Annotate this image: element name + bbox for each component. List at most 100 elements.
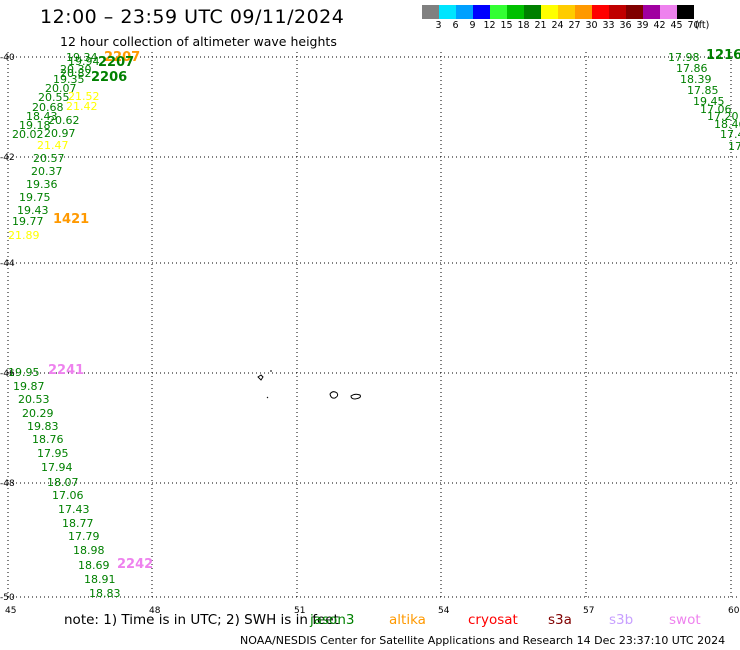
islands bbox=[257, 370, 361, 400]
wave-height-value: 18.76 bbox=[32, 433, 64, 446]
pass-time-label: 2207 bbox=[98, 55, 135, 70]
wave-height-value: 17.98 bbox=[668, 51, 700, 64]
colorbar-swatch bbox=[575, 5, 592, 19]
pass-time-label: 1421 bbox=[53, 212, 90, 227]
colorbar-label: 21 bbox=[534, 20, 547, 31]
legend-item-altika: altika bbox=[389, 612, 426, 628]
wave-height-value: 17.4 bbox=[720, 128, 740, 141]
wave-height-value: 21.52 bbox=[68, 90, 100, 103]
colorbar-label: 33 bbox=[602, 20, 615, 31]
colorbar-label: 30 bbox=[585, 20, 598, 31]
wave-height-value: 20.97 bbox=[44, 127, 76, 140]
wave-height-value: 20.57 bbox=[33, 152, 65, 165]
pass-time-label: 1216 bbox=[706, 48, 740, 63]
lon-tick-label: 57 bbox=[583, 606, 594, 616]
colorbar-swatch bbox=[422, 5, 439, 19]
legend-item-s3b: s3b bbox=[609, 612, 634, 628]
wave-height-value: 17.86 bbox=[676, 62, 708, 75]
wave-height-value: 18.77 bbox=[62, 517, 94, 530]
island bbox=[350, 393, 361, 400]
wave-height-value: 21.42 bbox=[66, 100, 98, 113]
pass-time-label: 2207 bbox=[104, 50, 141, 65]
pass-time-label: 2242 bbox=[117, 557, 154, 572]
map-grid: 45 48 51 54 57 60 -40 -42 -44 -46 -48 -50 bbox=[0, 52, 740, 616]
wave-height-value: 20.53 bbox=[18, 393, 50, 406]
lat-tick-label: -42 bbox=[0, 153, 15, 163]
wave-height-value: 19.77 bbox=[12, 215, 44, 228]
wave-height-value: 19.94 bbox=[68, 55, 100, 68]
colorbar-label: 12 bbox=[483, 20, 496, 31]
colorbar-swatch bbox=[677, 5, 694, 19]
wave-height-value: 17 bbox=[728, 140, 740, 153]
wave-height-value: 21.47 bbox=[37, 139, 69, 152]
island bbox=[266, 396, 269, 399]
legend-item-cryosat: cryosat bbox=[468, 612, 518, 628]
legend-item-jason3: jason3 bbox=[310, 612, 355, 628]
colorbar-swatch bbox=[592, 5, 609, 19]
wave-height-value: 19.36 bbox=[26, 178, 58, 191]
page-subtitle: 12 hour collection of altimeter wave hei… bbox=[60, 34, 337, 49]
lon-tick-label: 60 bbox=[728, 606, 740, 616]
wave-height-value: 18.98 bbox=[73, 544, 105, 557]
colorbar-swatch bbox=[490, 5, 507, 19]
page-title: 12:00 – 23:59 UTC 09/11/2024 bbox=[40, 6, 345, 28]
wave-height-value: 19.34 bbox=[66, 51, 98, 64]
lat-tick-label: -46 bbox=[0, 369, 15, 379]
wave-height-value: 19.87 bbox=[13, 380, 45, 393]
wave-height-value: 17.85 bbox=[687, 84, 719, 97]
colorbar-label: 42 bbox=[653, 20, 666, 31]
wave-height-value: 17.20 bbox=[707, 110, 739, 123]
colorbar-label: 45 bbox=[670, 20, 683, 31]
wave-height-value: 20.55 bbox=[38, 91, 70, 104]
colorbar-swatch bbox=[660, 5, 677, 19]
colorbar-swatch bbox=[473, 5, 490, 19]
pass-time-label: 2241 bbox=[48, 363, 85, 378]
colorbar-swatch bbox=[439, 5, 456, 19]
wave-height-value: 18.07 bbox=[47, 476, 79, 489]
wave-height-value: 20.02 bbox=[12, 128, 44, 141]
wave-height-value: 19.75 bbox=[19, 191, 51, 204]
lon-tick-label: 54 bbox=[438, 606, 450, 616]
colorbar-swatch bbox=[524, 5, 541, 19]
lat-tick-label: -48 bbox=[0, 479, 15, 489]
colorbar-swatch bbox=[626, 5, 643, 19]
island bbox=[257, 374, 264, 381]
pass-time-label: 2206 bbox=[91, 70, 128, 85]
wave-height-value: 20.62 bbox=[48, 114, 80, 127]
wave-height-value: 19.35 bbox=[53, 73, 85, 86]
wave-height-value: 18.69 bbox=[78, 559, 110, 572]
colorbar-swatch bbox=[558, 5, 575, 19]
colorbar-label: 15 bbox=[500, 20, 513, 31]
wave-height-value: 20.82 bbox=[60, 67, 92, 80]
wave-height-value: 20.37 bbox=[31, 165, 63, 178]
wave-height-value: 20.07 bbox=[45, 82, 77, 95]
colorbar-swatch bbox=[609, 5, 626, 19]
wave-height-value: 18.39 bbox=[680, 73, 712, 86]
wave-height-value: 17.06 bbox=[52, 489, 84, 502]
lat-tick-label: -50 bbox=[0, 593, 15, 603]
lat-tick-label: -44 bbox=[0, 259, 15, 269]
lon-tick-label: 48 bbox=[149, 606, 161, 616]
wave-height-value: 20.29 bbox=[22, 407, 54, 420]
wave-height-value: 19.18 bbox=[19, 119, 51, 132]
wave-height-value: 19.95 bbox=[8, 366, 40, 379]
colorbar-label: 6 bbox=[452, 20, 459, 31]
wave-height-value: 17.95 bbox=[37, 447, 69, 460]
wave-height-value: 20.30 bbox=[60, 63, 92, 76]
wave-height-value: 18.43 bbox=[26, 110, 58, 123]
colorbar-label: 18 bbox=[517, 20, 530, 31]
colorbar-label: 27 bbox=[568, 20, 581, 31]
wave-height-value: 19.83 bbox=[27, 420, 59, 433]
island bbox=[329, 391, 339, 399]
lat-tick-label: -40 bbox=[0, 53, 15, 63]
wave-height-value: 20.68 bbox=[32, 101, 64, 114]
colorbar-label: 24 bbox=[551, 20, 564, 31]
lon-tick-label: 45 bbox=[5, 606, 16, 616]
colorbar-swatch bbox=[541, 5, 558, 19]
footer-credit: NOAA/NESDIS Center for Satellite Applica… bbox=[240, 634, 726, 647]
wave-height-value: 18.91 bbox=[84, 573, 116, 586]
colorbar-label: 3 bbox=[435, 20, 442, 31]
wave-height-value: 21.89 bbox=[8, 229, 40, 242]
wave-height-value: 19.43 bbox=[17, 204, 49, 217]
